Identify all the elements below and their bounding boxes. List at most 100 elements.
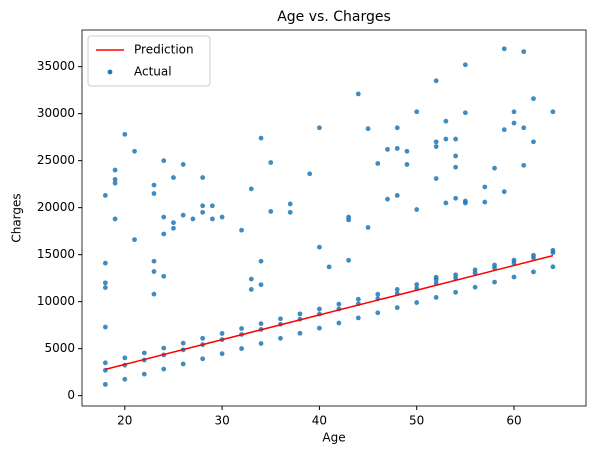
data-point [171,175,176,180]
data-point [492,262,497,268]
data-point [161,231,167,237]
data-point [239,326,244,331]
data-point [248,276,254,282]
y-tick-label: 15000 [37,247,75,261]
data-point [161,273,167,279]
data-point [200,335,206,341]
y-tick-label: 5000 [44,341,75,355]
data-point [258,341,264,346]
legend-marker [107,69,113,75]
data-point [171,220,176,226]
data-point [453,164,459,170]
data-point [180,340,186,346]
data-point [287,209,293,215]
data-point [511,120,517,126]
data-point [414,282,420,287]
data-point [102,285,108,290]
data-point [278,335,283,341]
data-point [550,264,556,270]
data-point [102,360,108,366]
data-point [151,291,157,297]
data-point [531,252,536,258]
data-point [365,126,371,132]
data-point [346,217,351,223]
data-point [453,272,459,278]
data-point [336,320,342,326]
data-point [433,144,439,149]
data-point [375,310,381,316]
data-point [102,324,108,330]
data-point [190,216,196,222]
data-point [258,258,264,264]
data-point [141,371,147,377]
data-point [161,366,167,372]
data-point [180,361,186,367]
data-point [394,125,400,131]
data-point [268,209,274,214]
x-tick-label: 40 [312,414,327,428]
data-point [511,109,517,115]
data-point [482,199,488,205]
legend-label: Prediction [134,43,194,57]
chart-title: Age vs. Charges [277,9,391,25]
data-point [462,200,468,206]
data-point [472,284,478,290]
data-point [375,161,381,166]
data-point [248,186,254,192]
data-point [102,260,108,266]
data-point [180,162,186,167]
data-point [336,301,342,307]
data-point [258,321,264,327]
y-tick-label: 10000 [37,294,75,308]
data-point [394,305,400,311]
x-tick-label: 50 [409,414,424,428]
data-point [394,193,400,198]
data-point [433,78,439,84]
x-tick-label: 20 [117,414,132,428]
data-point [501,127,507,133]
data-point [550,247,556,253]
y-tick-label: 25000 [37,153,75,167]
data-point [122,355,128,361]
data-point [278,316,283,322]
legend-box [87,35,211,87]
data-point [550,109,556,115]
data-point [180,212,186,218]
data-point [258,135,264,141]
data-point [511,274,517,280]
data-point [462,62,468,68]
data-point [219,331,225,336]
data-point [317,325,322,331]
y-tick-label: 35000 [37,59,75,73]
data-point [521,125,527,131]
data-point [287,201,293,207]
data-point [531,139,536,145]
data-point [346,257,351,263]
data-point [200,175,206,180]
data-point [472,267,478,273]
y-tick-label: 0 [67,388,75,402]
data-point [200,209,206,215]
data-point [239,227,244,233]
data-point [151,258,157,264]
data-point [433,274,439,280]
data-point [317,244,322,250]
data-point [385,196,390,202]
data-point [171,225,176,231]
data-point [394,287,400,292]
data-point [209,203,215,209]
data-point [200,203,206,209]
data-point [482,184,488,190]
data-point [161,214,167,220]
data-point [355,315,361,321]
data-point [414,300,420,305]
data-point [453,153,459,159]
data-point [355,91,361,97]
data-point [151,182,157,188]
data-point [122,376,128,382]
data-point [200,356,206,362]
prediction-line [105,254,554,371]
y-tick-label: 30000 [37,106,75,120]
legend-label: Actual [134,65,172,79]
data-point [102,193,108,198]
